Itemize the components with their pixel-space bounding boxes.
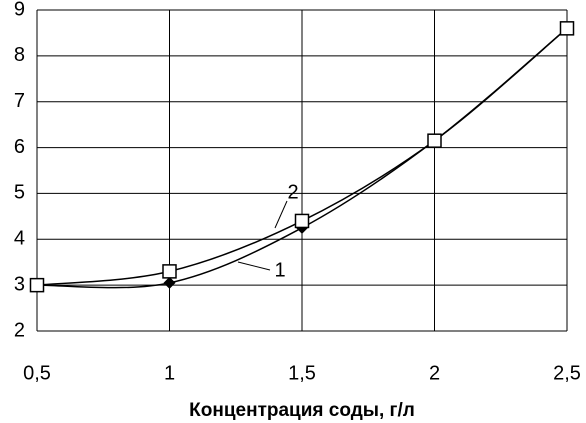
y-tick-label: 6: [14, 136, 25, 158]
x-tick-label: 1: [164, 362, 175, 384]
y-tick-label: 4: [14, 228, 25, 250]
y-tick-label: 5: [14, 182, 25, 204]
marker-square: [427, 133, 442, 148]
leader-line: [237, 261, 271, 271]
y-tick-label: 8: [14, 44, 25, 66]
y-tick-label: 7: [14, 90, 25, 112]
marker-square: [29, 277, 45, 293]
x-tick-label: 2,5: [553, 362, 581, 384]
series-label: 1: [274, 259, 285, 281]
x-axis-label: Концентрация соды, г/л: [189, 400, 415, 421]
y-tick-label: 3: [14, 273, 25, 295]
y-tick-label: 9: [14, 0, 25, 20]
x-tick-label: 1,5: [288, 362, 316, 384]
x-tick-label: 2: [429, 362, 440, 384]
marker-square: [294, 213, 310, 229]
marker-square: [162, 264, 177, 279]
y-tick-label: 2: [14, 319, 25, 341]
marker-diamond: [163, 276, 176, 289]
leader-line: [274, 200, 288, 229]
marker-square: [559, 21, 575, 36]
series-label: 2: [287, 181, 298, 203]
x-tick-label: 0,5: [23, 362, 51, 384]
